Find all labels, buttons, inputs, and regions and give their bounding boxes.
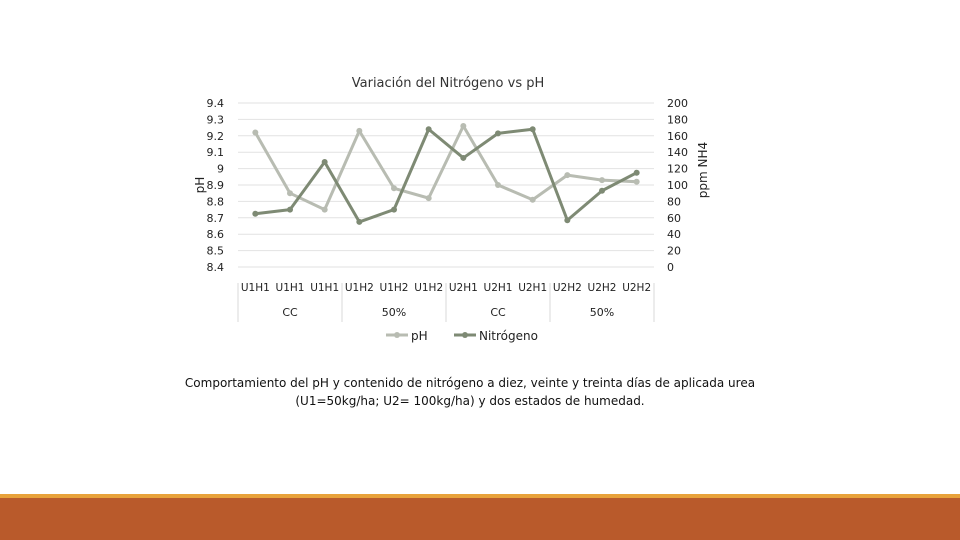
series-line-pH xyxy=(254,124,637,212)
y-left-tick-label: 8.4 xyxy=(207,261,225,274)
x-category-labels: U1H1 U1H1 U1H1 U1H2 U1H2 U1H2 U2H1 U2H1 U2H1 U2H2… xyxy=(241,282,651,294)
data-point xyxy=(425,195,432,202)
y-right-tick-label: 20 xyxy=(667,245,681,258)
y-right-tick-label: 160 xyxy=(667,130,688,143)
x-category-label: U1H1 xyxy=(276,282,305,294)
data-point xyxy=(460,122,467,129)
y-left-tick-label: 9.2 xyxy=(207,130,225,143)
y-left-tick-label: 9.4 xyxy=(207,97,225,110)
legend: pH Nitrógeno xyxy=(386,329,538,343)
data-point xyxy=(252,210,259,217)
legend-label: pH xyxy=(411,329,428,343)
y-right-tick-label: 0 xyxy=(667,261,674,274)
y-left-tick-label: 8.8 xyxy=(207,195,225,208)
y-left-tick-label: 9.3 xyxy=(207,113,225,126)
y-right-axis-label: ppm NH4 xyxy=(696,142,710,198)
legend-marker xyxy=(394,332,400,338)
y-left-tick-label: 8.6 xyxy=(207,228,225,241)
y-left-axis-label: pH xyxy=(193,177,207,194)
data-point xyxy=(356,218,363,225)
data-point xyxy=(495,182,501,188)
data-point xyxy=(391,206,397,213)
data-point xyxy=(599,187,605,194)
caption-line-1: Comportamiento del pH y contenido de nit… xyxy=(184,376,756,390)
data-point xyxy=(529,196,536,203)
x-category-label: U1H1 xyxy=(310,282,339,294)
data-point xyxy=(425,126,432,133)
x-category-label: U2H2 xyxy=(588,282,617,294)
caption-line-2: (U1=50kg/ha; U2= 100kg/ha) y dos estados… xyxy=(295,394,645,408)
x-group-label: CC xyxy=(282,306,298,319)
x-group-label: 50% xyxy=(382,306,406,319)
legend-marker xyxy=(462,332,468,338)
x-category-label: U1H2 xyxy=(414,282,443,294)
x-group-label: CC xyxy=(490,306,506,319)
data-point xyxy=(564,172,571,179)
data-point xyxy=(287,190,293,197)
footer-bar xyxy=(0,498,960,540)
data-point xyxy=(391,185,397,192)
data-point xyxy=(287,206,293,213)
y-right-tick-label: 60 xyxy=(667,212,681,225)
data-point xyxy=(321,159,328,166)
x-category-label: U2H2 xyxy=(622,282,651,294)
data-point xyxy=(564,217,571,224)
y-left-tick-label: 8.9 xyxy=(207,179,225,192)
x-category-label: U2H1 xyxy=(484,282,513,294)
y-left-tick-label: 9 xyxy=(217,163,224,176)
x-category-label: U2H1 xyxy=(449,282,478,294)
x-category-label: U1H2 xyxy=(380,282,409,294)
data-point xyxy=(495,130,501,137)
y-right-tick-label: 140 xyxy=(667,146,688,159)
data-point xyxy=(356,127,363,134)
y-right-tick-label: 80 xyxy=(667,195,681,208)
data-point xyxy=(460,154,467,161)
data-point xyxy=(599,177,605,184)
x-category-label: U1H2 xyxy=(345,282,374,294)
y-left-tick-labels: 9.4 9.3 9.2 9.1 9 8.9 8.8 8.7 8.6 8.5 8.4 xyxy=(207,97,225,274)
data-point xyxy=(321,206,328,213)
figure-caption: Comportamiento del pH y contenido de nit… xyxy=(180,374,760,410)
x-category-label: U2H2 xyxy=(553,282,582,294)
y-right-tick-label: 40 xyxy=(667,228,681,241)
x-category-label: U1H1 xyxy=(241,282,270,294)
series-layer xyxy=(252,122,640,225)
y-left-tick-label: 9.1 xyxy=(207,146,225,159)
data-point xyxy=(252,129,259,136)
data-point xyxy=(633,169,640,176)
y-right-tick-label: 180 xyxy=(667,113,688,126)
y-right-tick-label: 120 xyxy=(667,163,688,176)
data-point xyxy=(633,178,640,185)
x-group-label: 50% xyxy=(590,306,614,319)
gridlines xyxy=(238,102,654,268)
y-right-tick-label: 100 xyxy=(667,179,688,192)
legend-label: Nitrógeno xyxy=(479,329,538,343)
series-line-Nitrógeno xyxy=(255,127,638,224)
x-group-labels: CC 50% CC 50% xyxy=(237,283,655,322)
data-point xyxy=(529,126,536,133)
y-left-tick-label: 8.7 xyxy=(207,212,225,225)
y-left-tick-label: 8.5 xyxy=(207,245,225,258)
chart-title: Variación del Nitrógeno vs pH xyxy=(352,76,545,91)
y-right-tick-label: 200 xyxy=(667,97,688,110)
chart: Variación del Nitrógeno vs pH 9.49.39.29… xyxy=(193,76,710,343)
x-category-label: U2H1 xyxy=(518,282,547,294)
footer-accent-stripe xyxy=(0,494,960,498)
